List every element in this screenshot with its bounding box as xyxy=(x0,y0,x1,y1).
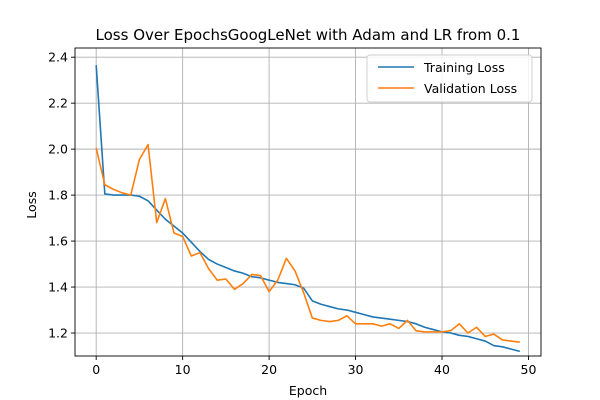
y-axis-label: Loss xyxy=(24,191,39,218)
x-tick-label: 50 xyxy=(521,362,537,377)
x-axis-label: Epoch xyxy=(289,383,327,398)
y-tick-label: 2.2 xyxy=(48,96,68,111)
grid xyxy=(75,48,541,356)
y-tick-label: 1.4 xyxy=(48,280,68,295)
x-tick-label: 30 xyxy=(348,362,364,377)
y-tick-label: 1.8 xyxy=(48,188,68,203)
legend-label-validation: Validation Loss xyxy=(424,81,517,96)
legend-label-training: Training Loss xyxy=(423,60,505,75)
chart-title: Loss Over EpochsGoogLeNet with Adam and … xyxy=(96,26,521,44)
x-tick-label: 20 xyxy=(261,362,277,377)
legend: Training Loss Validation Loss xyxy=(366,54,533,103)
ticks: 0 10 20 30 40 50 1.2 1.4 1.6 1.8 2.0 2.2 2.4 xyxy=(48,50,536,377)
x-tick-label: 10 xyxy=(175,362,191,377)
x-tick-label: 40 xyxy=(434,362,450,377)
y-tick-label: 2.0 xyxy=(48,142,68,157)
series-layer xyxy=(95,65,521,353)
y-tick-label: 1.6 xyxy=(48,234,68,249)
y-tick-label: 1.2 xyxy=(48,326,68,341)
x-tick-label: 0 xyxy=(92,362,100,377)
plot-frame xyxy=(74,47,542,357)
series-line-validation-loss xyxy=(95,143,520,344)
series-line-training-loss xyxy=(95,65,521,353)
y-tick-label: 2.4 xyxy=(48,50,68,65)
